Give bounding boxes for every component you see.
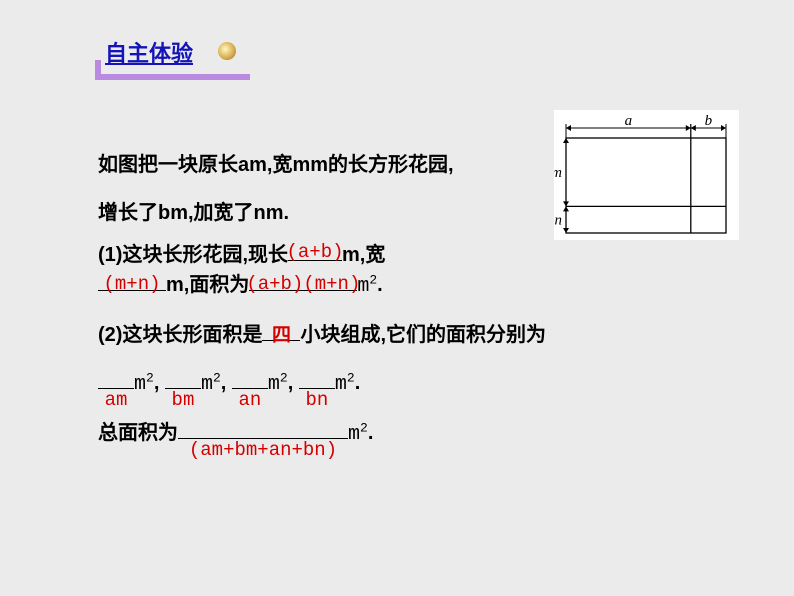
ans-am: am (105, 386, 128, 415)
unit-total: m (348, 423, 360, 446)
unit-bn: m (335, 373, 347, 396)
sq-bm: 2 (213, 370, 221, 385)
ans-four: 四 (272, 322, 291, 351)
line-intro-2: 增长了bm,加宽了nm. (98, 198, 658, 228)
q1-prefix: (1)这块长形花园,现长 (98, 244, 288, 266)
unit-bm: m (201, 373, 213, 396)
dot1: . (377, 274, 383, 296)
line-q2-a: (2)这块长形面积是四小块组成,它们的面积分别为 (98, 320, 658, 350)
blank-an: an (232, 388, 268, 389)
blank-count: 四 (262, 340, 300, 341)
svg-text:a: a (625, 113, 633, 129)
q3-prefix: 总面积为 (98, 422, 178, 444)
ans-mn: (m+n) (103, 270, 160, 299)
blank-length: (a+b) (288, 260, 342, 261)
blank-width: (m+n) (98, 290, 166, 291)
blank-am: am (98, 388, 134, 389)
line-q1-a: (1)这块长形花园,现长(a+b)m,宽 (98, 240, 658, 270)
content-block: 如图把一块原长am,宽mm的长方形花园, 增长了bm,加宽了nm. (1)这块长… (98, 150, 658, 468)
line-q2-b: amm2, bmm2, anm2, bnm2. (98, 368, 658, 400)
ans-bm: bm (172, 386, 195, 415)
q1-mid: m,面积为 (166, 274, 249, 296)
sq-total: 2 (360, 420, 368, 435)
blank-bm: bm (165, 388, 201, 389)
sq-an: 2 (280, 370, 288, 385)
line-q3: 总面积为(am+bm+an+bn)m2. (98, 418, 658, 450)
blank-area1: (a+b)(m+n) (249, 290, 357, 291)
line-intro-1: 如图把一块原长am,宽mm的长方形花园, (98, 150, 658, 180)
header-title: 自主体验 (105, 36, 193, 68)
ans-bn: bn (305, 386, 328, 415)
dot3: . (368, 422, 374, 444)
q2-prefix: (2)这块长形面积是 (98, 324, 262, 346)
line-q1-b: (m+n)m,面积为(a+b)(m+n)m2. (98, 270, 658, 302)
unit-an: m (268, 373, 280, 396)
q1-after1: m,宽 (342, 244, 385, 266)
sq-bn: 2 (347, 370, 355, 385)
dot2: . (355, 372, 361, 394)
ans-abmn: (a+b)(m+n) (246, 270, 360, 299)
sparkle-icon (218, 42, 236, 60)
q2-mid: 小块组成,它们的面积分别为 (300, 324, 546, 346)
ans-ab: (a+b) (286, 238, 343, 267)
ans-an: an (239, 386, 262, 415)
blank-total: (am+bm+an+bn) (178, 438, 348, 439)
ans-total: (am+bm+an+bn) (189, 436, 337, 465)
sq-am: 2 (146, 370, 154, 385)
svg-text:b: b (705, 113, 713, 129)
unit-am: m (134, 373, 146, 396)
sq1: 2 (369, 272, 377, 287)
blank-bn: bn (299, 388, 335, 389)
